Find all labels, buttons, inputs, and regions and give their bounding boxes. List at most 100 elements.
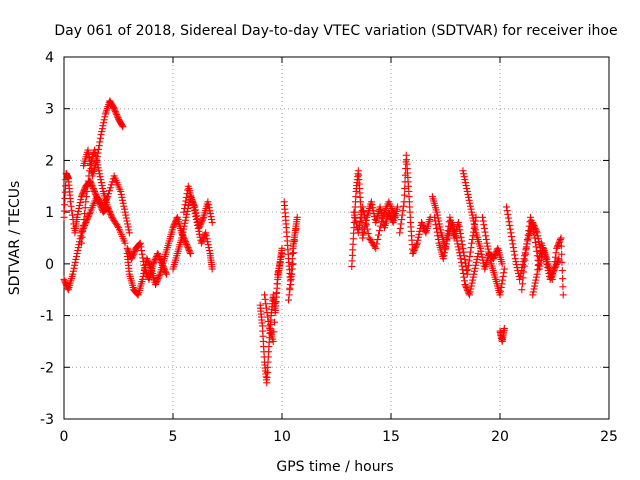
data-point: [535, 257, 543, 265]
data-point: [275, 264, 283, 272]
data-point: [468, 211, 476, 219]
data-point: [500, 269, 508, 277]
data-point: [208, 216, 216, 224]
data-point: [357, 214, 365, 222]
data-point: [484, 242, 492, 250]
data-point: [529, 225, 537, 233]
data-point: [262, 300, 270, 308]
data-point: [83, 187, 91, 195]
data-point: [518, 286, 526, 294]
data-point: [555, 255, 563, 263]
data-point: [121, 239, 129, 247]
tick-labels: 0 5 10 15 20 25 -3 -2 -1 0 1 2 3 4: [40, 50, 618, 445]
data-point: [80, 223, 88, 231]
data-point: [356, 221, 364, 229]
data-point: [118, 193, 126, 201]
data-point: [461, 281, 469, 289]
data-point: [518, 280, 526, 288]
data-point: [269, 337, 277, 345]
data-point: [100, 119, 108, 127]
data-point: [142, 268, 150, 276]
data-point: [97, 176, 105, 184]
data-point: [498, 276, 506, 284]
data-point: [413, 241, 421, 249]
data-point: [76, 199, 84, 207]
data-point: [155, 272, 163, 280]
data-point: [472, 258, 480, 266]
data-point: [461, 176, 469, 184]
data-point: [530, 231, 538, 239]
data-point: [466, 252, 474, 260]
data-point: [110, 105, 118, 113]
data-point: [202, 229, 210, 237]
data-point: [106, 209, 114, 217]
data-point: [368, 201, 376, 209]
data-point: [462, 283, 470, 291]
data-point: [185, 247, 193, 255]
data-point: [397, 220, 405, 228]
data-point: [551, 264, 559, 272]
x-tick-label: 5: [169, 429, 178, 445]
data-point: [359, 203, 367, 211]
data-point: [372, 244, 380, 252]
data-point: [206, 207, 214, 215]
data-point: [180, 208, 188, 216]
data-point: [98, 125, 106, 133]
data-point: [274, 267, 282, 275]
data-point: [507, 229, 515, 237]
data-point: [203, 235, 211, 243]
data-point: [139, 258, 147, 266]
data-point: [111, 108, 119, 116]
data-point: [375, 231, 383, 239]
data-point: [161, 266, 169, 274]
y-axis-label: SDTVAR / TECUs: [7, 181, 23, 296]
data-point: [352, 220, 360, 228]
data-point: [410, 247, 418, 255]
data-point: [462, 182, 470, 190]
data-point: [119, 199, 127, 207]
data-point: [414, 236, 422, 244]
data-point: [508, 236, 516, 244]
data-point: [396, 224, 404, 232]
data-point: [554, 258, 562, 266]
data-point: [443, 237, 451, 245]
data-point: [190, 204, 198, 212]
data-point: [181, 204, 189, 212]
data-point: [542, 255, 550, 263]
data-point: [171, 219, 179, 227]
data-point: [191, 210, 199, 218]
data-point: [91, 149, 99, 157]
data-point: [550, 267, 558, 275]
data-point: [145, 259, 153, 267]
data-point: [199, 215, 207, 223]
data-point: [107, 181, 115, 189]
data-point: [460, 170, 468, 178]
data-point: [532, 276, 540, 284]
data-point: [150, 258, 158, 266]
data-point: [130, 249, 138, 257]
data-point: [91, 189, 99, 197]
data-point: [153, 276, 161, 284]
data-point: [419, 221, 427, 229]
data-point: [204, 238, 212, 246]
data-point: [432, 221, 440, 229]
data-point: [367, 198, 375, 206]
data-point: [181, 201, 189, 209]
data-point: [193, 218, 201, 226]
data-point: [154, 275, 162, 283]
data-point: [96, 138, 104, 146]
data-point: [121, 208, 129, 216]
data-point: [272, 299, 280, 307]
data-point: [440, 252, 448, 260]
data-point: [474, 252, 482, 260]
data-point: [96, 173, 104, 181]
data-point: [478, 253, 486, 261]
data-point: [261, 291, 269, 299]
data-point: [480, 224, 488, 232]
data-point: [183, 241, 191, 249]
data-point: [523, 235, 531, 243]
x-axis-label: GPS time / hours: [276, 459, 393, 475]
data-point: [519, 261, 527, 269]
data-point: [519, 274, 527, 282]
data-point: [500, 265, 508, 273]
